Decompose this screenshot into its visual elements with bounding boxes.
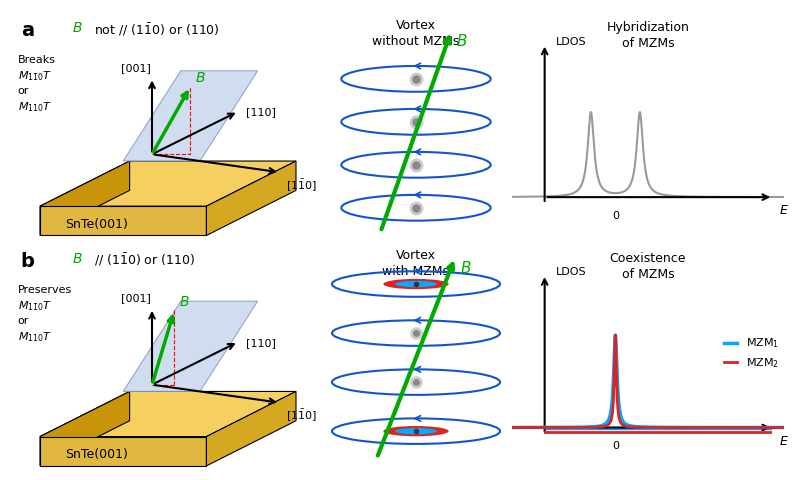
Polygon shape	[123, 71, 258, 161]
Text: LDOS: LDOS	[555, 267, 586, 277]
Text: Breaks
$M_{1\bar{1}0}T$
or
$M_{110}T$: Breaks $M_{1\bar{1}0}T$ or $M_{110}T$	[18, 55, 56, 114]
Text: [001]: [001]	[121, 63, 151, 73]
Polygon shape	[40, 206, 206, 236]
Text: Hybridization
of MZMs: Hybridization of MZMs	[606, 21, 690, 50]
Text: [1$\bar{1}$0]: [1$\bar{1}$0]	[286, 408, 318, 424]
Text: b: b	[21, 252, 34, 271]
Ellipse shape	[383, 279, 449, 289]
Text: a: a	[21, 21, 34, 40]
Text: $E$: $E$	[778, 434, 789, 447]
Text: $\it{B}$: $\it{B}$	[195, 72, 206, 85]
Polygon shape	[206, 392, 296, 466]
Polygon shape	[40, 161, 296, 206]
Polygon shape	[40, 161, 130, 236]
Ellipse shape	[395, 281, 437, 287]
Text: // (1$\bar{1}$0) or (110): // (1$\bar{1}$0) or (110)	[94, 252, 196, 268]
Polygon shape	[40, 392, 130, 466]
Polygon shape	[40, 392, 296, 437]
Text: Preserves
$M_{1\bar{1}0}T$
or
$M_{110}T$: Preserves $M_{1\bar{1}0}T$ or $M_{110}T$	[18, 286, 72, 344]
Polygon shape	[206, 161, 296, 236]
Ellipse shape	[383, 426, 449, 436]
Text: not // (1$\bar{1}$0) or (110): not // (1$\bar{1}$0) or (110)	[94, 21, 220, 38]
Text: Vortex
with MZMs: Vortex with MZMs	[382, 249, 450, 278]
Text: [1$\bar{1}$0]: [1$\bar{1}$0]	[286, 178, 318, 194]
Text: SnTe(001): SnTe(001)	[66, 218, 129, 231]
Polygon shape	[40, 437, 206, 466]
Text: $\it{B}$: $\it{B}$	[179, 295, 190, 309]
Text: $\it{B}$: $\it{B}$	[72, 21, 82, 35]
Text: $E$: $E$	[778, 204, 789, 217]
Ellipse shape	[395, 428, 437, 434]
Polygon shape	[123, 301, 258, 392]
Text: Coexistence
of MZMs: Coexistence of MZMs	[610, 252, 686, 281]
Text: Vortex
without MZMs: Vortex without MZMs	[372, 19, 460, 48]
Text: $\it{B}$: $\it{B}$	[456, 33, 468, 49]
Text: [001]: [001]	[121, 293, 151, 303]
Text: SnTe(001): SnTe(001)	[66, 448, 129, 461]
Text: [110]: [110]	[246, 108, 276, 118]
Text: LDOS: LDOS	[555, 37, 586, 47]
Legend: MZM$_1$, MZM$_2$: MZM$_1$, MZM$_2$	[720, 332, 784, 374]
Text: $\it{B}$: $\it{B}$	[72, 252, 82, 265]
Text: 0: 0	[612, 441, 619, 451]
Text: [110]: [110]	[246, 338, 276, 348]
Text: 0: 0	[612, 211, 619, 221]
Text: $\it{B}$: $\it{B}$	[460, 260, 471, 276]
